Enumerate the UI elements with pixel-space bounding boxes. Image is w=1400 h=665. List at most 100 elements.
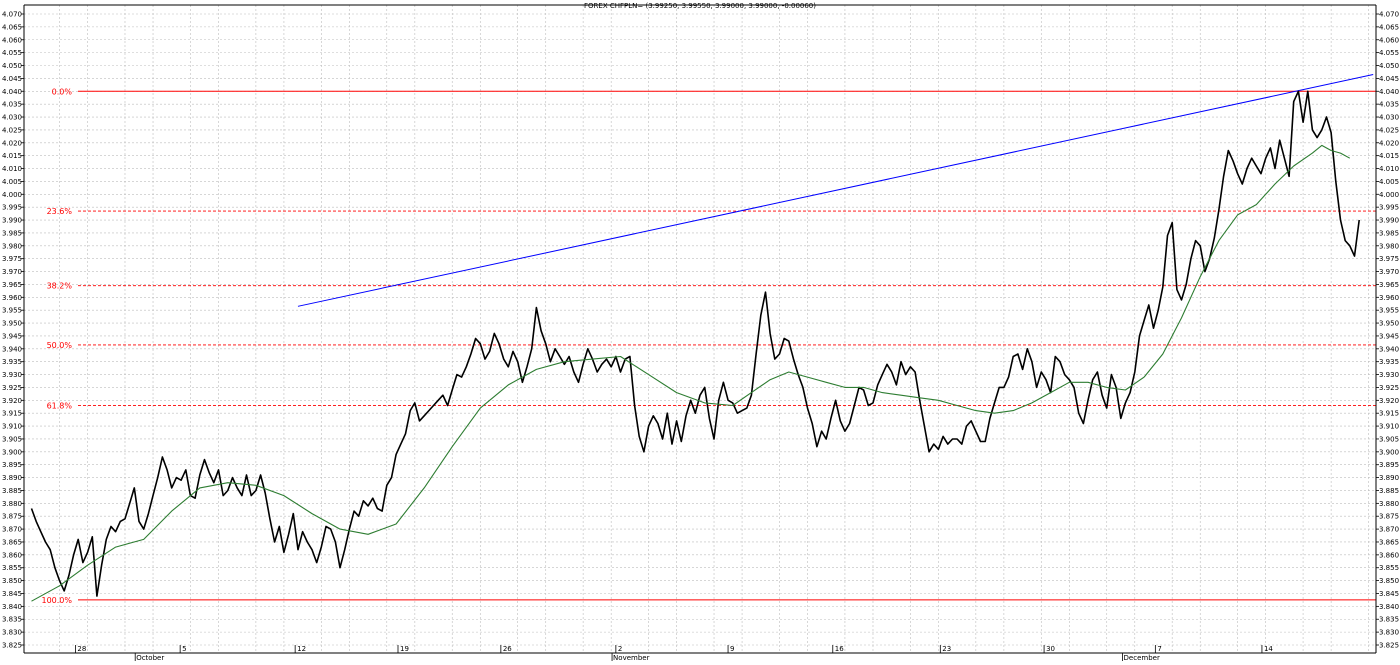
y-tick-label-right: 3.835: [1379, 616, 1399, 624]
y-tick-label-left: 3.875: [2, 513, 22, 521]
y-tick-label-right: 4.055: [1379, 49, 1399, 57]
y-tick-label-right: 3.855: [1379, 564, 1399, 572]
y-tick-label-right: 3.985: [1379, 229, 1399, 237]
y-tick-label-right: 3.945: [1379, 332, 1399, 340]
x-day-label: 9: [730, 645, 734, 653]
y-tick-label-right: 3.860: [1379, 551, 1399, 559]
y-tick-label-left: 4.045: [2, 75, 22, 83]
y-tick-label-left: 4.060: [2, 36, 22, 44]
y-tick-label-left: 4.025: [2, 126, 22, 134]
y-tick-label-left: 3.980: [2, 242, 22, 250]
y-tick-label-right: 3.845: [1379, 590, 1399, 598]
x-day-label: 23: [942, 645, 951, 653]
y-tick-label-right: 3.970: [1379, 268, 1399, 276]
y-tick-label-left: 4.030: [2, 114, 22, 122]
y-tick-label-left: 3.920: [2, 397, 22, 405]
y-tick-label-left: 3.900: [2, 448, 22, 456]
y-tick-label-left: 3.985: [2, 229, 22, 237]
fib-level-label: 61.8%: [47, 401, 73, 410]
x-day-label: 12: [297, 645, 306, 653]
y-tick-label-left: 4.055: [2, 49, 22, 57]
y-tick-label-right: 3.825: [1379, 642, 1399, 650]
y-tick-label-right: 3.955: [1379, 307, 1399, 315]
y-tick-label-left: 4.050: [2, 62, 22, 70]
fib-level-label: 0.0%: [52, 87, 73, 96]
y-tick-label-right: 4.025: [1379, 126, 1399, 134]
y-tick-label-left: 4.005: [2, 178, 22, 186]
x-day-label: 7: [1157, 645, 1161, 653]
y-tick-label-left: 3.880: [2, 500, 22, 508]
y-tick-label-left: 4.015: [2, 152, 22, 160]
x-month-label: October: [136, 654, 164, 661]
y-tick-label-right: 3.975: [1379, 255, 1399, 263]
y-tick-label-right: 3.960: [1379, 294, 1399, 302]
fib-level-label: 38.2%: [47, 282, 73, 291]
trendline: [297, 74, 1374, 307]
y-tick-label-left: 3.965: [2, 281, 22, 289]
y-tick-label-right: 4.005: [1379, 178, 1399, 186]
y-tick-label-right: 4.030: [1379, 114, 1399, 122]
y-tick-label-right: 4.040: [1379, 88, 1399, 96]
y-tick-label-left: 4.035: [2, 101, 22, 109]
y-tick-label-left: 3.975: [2, 255, 22, 263]
y-tick-label-left: 3.830: [2, 629, 22, 637]
x-day-label: 2: [618, 645, 622, 653]
y-tick-label-left: 3.885: [2, 487, 22, 495]
y-tick-label-right: 4.050: [1379, 62, 1399, 70]
y-tick-label-left: 3.940: [2, 345, 22, 353]
y-tick-label-right: 3.880: [1379, 500, 1399, 508]
axis-layer: 3.825 3.825 3.830 3.830 3.835 3.835 3.840 3.840…: [2, 4, 1399, 662]
fib-level-label: 50.0%: [47, 341, 73, 350]
y-tick-label-right: 4.045: [1379, 75, 1399, 83]
y-tick-label-left: 3.930: [2, 371, 22, 379]
y-tick-label-right: 3.905: [1379, 435, 1399, 443]
x-day-label: 16: [835, 645, 844, 653]
y-tick-label-right: 3.890: [1379, 474, 1399, 482]
y-tick-label-left: 3.825: [2, 642, 22, 650]
y-tick-label-left: 3.910: [2, 423, 22, 431]
y-tick-label-right: 3.995: [1379, 204, 1399, 212]
y-tick-label-left: 4.010: [2, 165, 22, 173]
y-tick-label-left: 3.845: [2, 590, 22, 598]
y-tick-label-right: 3.930: [1379, 371, 1399, 379]
y-tick-label-right: 3.940: [1379, 345, 1399, 353]
y-tick-label-left: 3.865: [2, 538, 22, 546]
y-tick-label-right: 4.065: [1379, 23, 1399, 31]
y-tick-label-right: 3.840: [1379, 603, 1399, 611]
x-day-label: 26: [503, 645, 512, 653]
y-tick-label-left: 3.870: [2, 526, 22, 534]
y-tick-label-right: 4.015: [1379, 152, 1399, 160]
y-tick-label-left: 3.995: [2, 204, 22, 212]
y-tick-label-right: 3.920: [1379, 397, 1399, 405]
y-tick-label-right: 3.925: [1379, 384, 1399, 392]
y-tick-label-left: 3.945: [2, 332, 22, 340]
y-tick-label-right: 3.865: [1379, 538, 1399, 546]
y-tick-label-left: 4.000: [2, 191, 22, 199]
x-day-label: 30: [1046, 645, 1055, 653]
y-tick-label-right: 4.035: [1379, 101, 1399, 109]
y-tick-label-right: 3.900: [1379, 448, 1399, 456]
y-tick-label-right: 3.830: [1379, 629, 1399, 637]
fib-level-label: 100.0%: [41, 596, 72, 605]
y-tick-label-left: 4.020: [2, 139, 22, 147]
y-tick-label-left: 3.925: [2, 384, 22, 392]
y-tick-label-right: 3.915: [1379, 410, 1399, 418]
x-day-label: 28: [77, 645, 86, 653]
y-tick-label-left: 3.855: [2, 564, 22, 572]
y-tick-label-left: 3.955: [2, 307, 22, 315]
y-tick-label-left: 3.895: [2, 461, 22, 469]
y-tick-label-right: 3.980: [1379, 242, 1399, 250]
fib-level-label: 23.6%: [47, 207, 73, 216]
chart-title: FOREX CHFPLN= (3.99250, 3.99550, 3.99000…: [584, 2, 816, 10]
y-tick-label-left: 4.040: [2, 88, 22, 96]
y-tick-label-right: 4.010: [1379, 165, 1399, 173]
x-month-label: November: [613, 654, 650, 661]
y-tick-label-left: 3.960: [2, 294, 22, 302]
y-tick-label-left: 3.950: [2, 320, 22, 328]
y-tick-label-right: 3.990: [1379, 217, 1399, 225]
y-tick-label-right: 3.850: [1379, 577, 1399, 585]
y-tick-label-right: 3.885: [1379, 487, 1399, 495]
y-tick-label-right: 3.870: [1379, 526, 1399, 534]
